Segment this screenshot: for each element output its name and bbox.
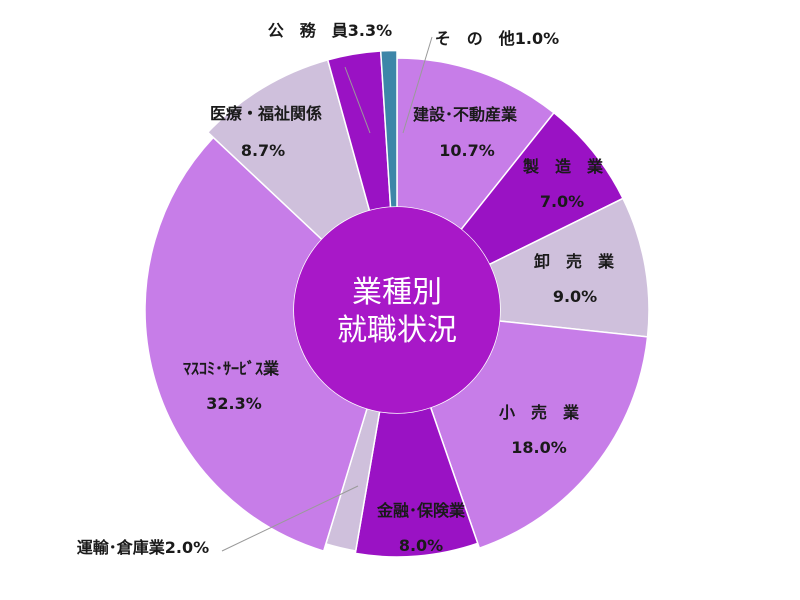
- slice-value-3: 18.0%: [511, 438, 567, 457]
- slice-name-0: 建設･不動産業: [413, 105, 518, 124]
- slice-name-3: 小 売 業: [499, 403, 580, 422]
- slice-label-9: そ の 他1.0%: [435, 29, 559, 48]
- slice-name-6: ﾏｽｺﾐ･ｻｰﾋﾞｽ業: [183, 359, 280, 378]
- center-title-line-0: 業種別: [352, 275, 442, 310]
- slice-name-2: 卸 売 業: [534, 252, 615, 271]
- center-circle: [294, 207, 500, 413]
- slice-value-0: 10.7%: [439, 141, 495, 160]
- center-title-line-1: 就職状況: [337, 313, 457, 348]
- slice-name-4: 金融･保険業: [376, 501, 466, 520]
- slice-value-6: 32.3%: [206, 394, 262, 413]
- slice-value-7: 8.7%: [241, 141, 285, 160]
- pie-slice-7: [206, 58, 371, 241]
- slice-value-2: 9.0%: [553, 287, 597, 306]
- leader-line-8: [344, 66, 371, 134]
- leader-line-5: [221, 485, 359, 552]
- slice-name-7: 医療・福祉関係: [210, 104, 322, 123]
- slice-name-1: 製 造 業: [522, 157, 604, 176]
- slice-value-1: 7.0%: [540, 192, 584, 211]
- leader-line-9: [402, 36, 433, 134]
- slice-label-8: 公 務 員3.3%: [268, 21, 392, 40]
- slice-label-5: 運輸･倉庫業2.0%: [77, 538, 209, 557]
- slice-value-4: 8.0%: [399, 536, 443, 555]
